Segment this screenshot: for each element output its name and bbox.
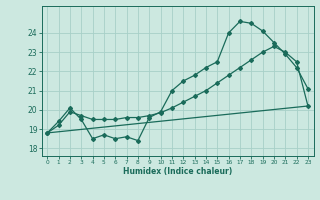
X-axis label: Humidex (Indice chaleur): Humidex (Indice chaleur) <box>123 167 232 176</box>
